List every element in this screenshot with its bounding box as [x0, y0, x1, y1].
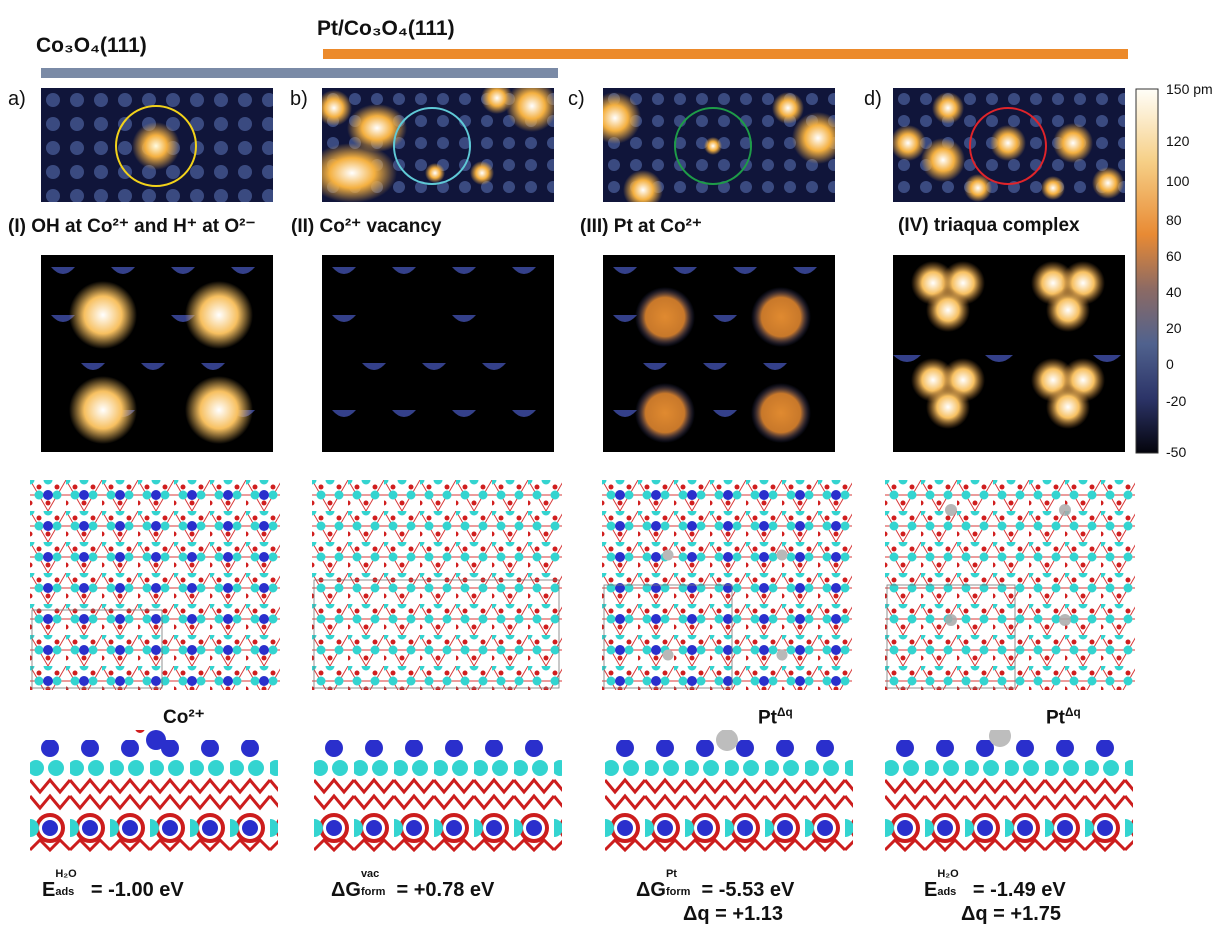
caption-a: (I) OH at Co²⁺ and H⁺ at O²⁻	[8, 216, 256, 237]
energy-value: = +0.78 eV	[396, 879, 495, 901]
energy-sup: vac	[360, 868, 380, 880]
energy-value: = -1.00 eV	[90, 879, 184, 901]
energy-d: E H₂O ads = -1.49 eV	[924, 868, 1066, 902]
colorbar-tick: 40	[1166, 284, 1182, 300]
caption-b: (II) Co²⁺ vacancy	[291, 216, 442, 237]
pt-charge-label: Δq	[777, 706, 793, 719]
colorbar-tick: 80	[1166, 212, 1182, 228]
colorbar-tick: -50	[1166, 444, 1187, 460]
simulated-image-a	[41, 255, 273, 452]
charge-transfer-c: Δq = +1.13	[683, 903, 783, 925]
side-view-structure-d	[885, 730, 1133, 858]
side-view-structure-b	[314, 740, 562, 858]
colorbar-tick: 100	[1166, 173, 1190, 189]
side-label-pt-c: PtΔq	[758, 706, 793, 729]
energy-symbol: ΔG	[636, 879, 666, 901]
highlight-circle-a	[115, 105, 197, 187]
panel-label-b: b)	[290, 88, 308, 110]
pt-label: Pt	[1046, 707, 1065, 729]
colorbar-tick: 120	[1166, 133, 1190, 149]
colorbar-tick: 20	[1166, 320, 1182, 336]
stm-image-c	[603, 88, 835, 202]
charge-transfer-d: Δq = +1.75	[961, 903, 1061, 925]
top-view-structure-c	[602, 480, 852, 690]
caption-c: (III) Pt at Co²⁺	[580, 216, 702, 237]
energy-value: = -1.49 eV	[972, 879, 1066, 901]
energy-sub: form	[360, 886, 386, 898]
energy-b: ΔG vac form = +0.78 eV	[331, 868, 495, 902]
energy-symbol: E	[924, 879, 938, 901]
side-view-structure-c	[605, 730, 853, 858]
energy-value: = -5.53 eV	[701, 879, 795, 901]
energy-sup: H₂O	[55, 868, 77, 880]
energy-symbol: E	[42, 879, 56, 901]
energy-c: ΔG Pt form = -5.53 eV	[636, 868, 795, 902]
panel-label-a: a)	[8, 88, 26, 110]
colorbar-tick: -20	[1166, 393, 1187, 409]
energy-sup: Pt	[665, 868, 677, 880]
co3o4-bar	[41, 68, 558, 78]
top-view-structure-a	[30, 480, 280, 690]
stm-image-b	[322, 88, 554, 202]
simulated-image-c	[603, 255, 835, 452]
panel-label-c: c)	[568, 88, 585, 110]
pt-co3o4-header: Pt/Co₃O₄(111)	[317, 17, 455, 40]
highlight-circle-c	[674, 107, 752, 185]
stm-image-d	[893, 88, 1125, 202]
side-label-co2plus: Co²⁺	[163, 707, 205, 728]
energy-sup: H₂O	[937, 868, 959, 880]
colorbar	[1135, 88, 1159, 454]
highlight-circle-b	[393, 107, 471, 185]
colorbar-tick: 0	[1166, 356, 1174, 372]
highlight-circle-d	[969, 107, 1047, 185]
top-view-structure-d	[885, 480, 1135, 690]
energy-sub: ads	[55, 886, 75, 898]
simulated-image-b	[322, 255, 554, 452]
energy-a: E H₂O ads = -1.00 eV	[42, 868, 184, 902]
simulated-image-d	[893, 255, 1125, 452]
colorbar-unit: 150 pm	[1166, 81, 1213, 97]
pt-label: Pt	[758, 707, 777, 729]
colorbar-tick: 60	[1166, 248, 1182, 264]
energy-symbol: ΔG	[331, 879, 361, 901]
caption-d: (IV) triaqua complex	[898, 215, 1080, 236]
top-view-structure-b	[312, 480, 562, 690]
stm-image-a	[41, 88, 273, 202]
side-view-structure-a	[30, 730, 278, 858]
side-label-pt-d: PtΔq	[1046, 706, 1081, 729]
energy-sub: ads	[937, 886, 957, 898]
energy-sub: form	[665, 886, 691, 898]
pt-charge-label: Δq	[1065, 706, 1081, 719]
pt-co3o4-bar	[323, 49, 1128, 59]
panel-label-d: d)	[864, 88, 882, 110]
co3o4-header: Co₃O₄(111)	[36, 34, 147, 57]
